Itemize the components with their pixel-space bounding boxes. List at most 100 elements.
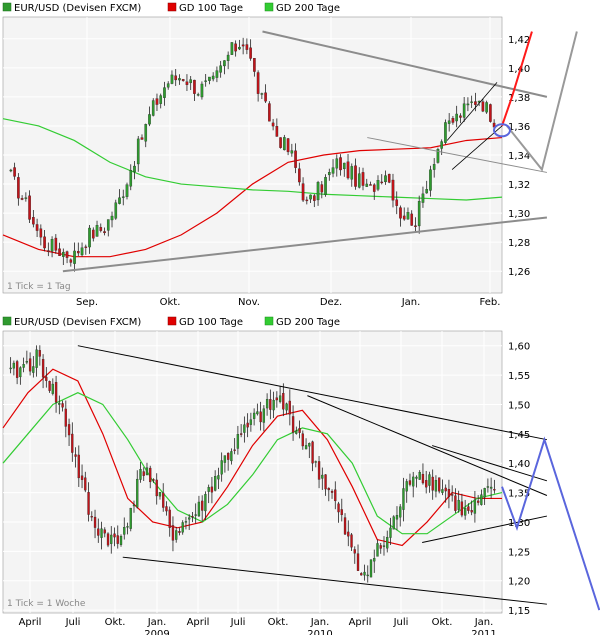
candle-body [376,180,380,190]
candle-body [220,460,223,475]
candle-body [429,169,432,191]
legend-swatch-icon [2,316,12,326]
candle-body [361,172,365,186]
candle-body [350,534,353,548]
candle-body [175,530,178,540]
candle-body [35,349,38,368]
projection-arrow-red [501,31,533,127]
candle-body [342,162,346,170]
candle-body [384,175,387,183]
interval-label: 1 Tick = 1 Tag [7,282,71,292]
candle-body [295,430,298,434]
candle-body [25,361,29,363]
candle-body [210,486,214,493]
candle-body [252,412,256,419]
candle-body [113,533,116,538]
ma100-line [2,136,503,258]
candle-body [9,367,12,370]
candle-body [226,54,230,62]
resistance-trendline [307,395,548,496]
x-tick-label: Juli [65,617,81,628]
candle-body [20,198,24,200]
candle-body [304,445,308,450]
candle-body [434,480,438,492]
weekly-x-axis: April Juli Okt. Jan. April Juli Okt. Jan. April J… [19,617,497,639]
candle-body [290,150,294,154]
candle-body [106,533,110,546]
channel-trendline [367,137,548,173]
candle-body [197,501,201,517]
candle-body [208,76,211,81]
candle-body [339,157,342,171]
candle-body [415,476,418,479]
y-tick-label: 1,40 [508,64,530,75]
candle-body [239,433,243,435]
candle-body [406,212,410,220]
candle-body [125,184,129,197]
candle-body [305,199,309,202]
candle-body [12,362,16,369]
candle-body [353,549,356,554]
candle-body [87,492,90,515]
interval-label: 1 Tick = 1 Woche [7,599,86,609]
candle-body [282,393,285,410]
resistance-trendline [431,445,548,482]
candle-body [316,182,320,201]
candle-body [144,124,148,142]
candle-body [431,476,434,491]
candle-body [181,79,185,82]
candle-body [389,527,392,538]
candle-body [28,195,31,220]
candle-body [145,467,149,475]
x-tick-label: Jan. [474,617,494,628]
daily-y-axis: 1,42 1,40 1,38 1,36 1,34 1,32 1,30 1,28 1,26 [508,35,530,278]
candle-body [219,65,222,73]
candle-body [308,443,311,447]
candle-body [298,428,301,433]
candle-body [391,179,395,201]
candle-body [259,411,262,423]
daily-x-axis: Sep. Okt. Nov. Dez. Jan. Feb. [76,297,500,308]
candle-body [428,474,431,486]
candle-body [399,506,402,518]
candle-body [64,408,67,427]
ma100-line [2,368,502,547]
candle-body [265,399,269,409]
candle-body [24,197,28,199]
candle-body [283,137,286,151]
projection-arrow-gray [506,31,578,172]
candle-body [271,122,275,127]
candle-body [217,475,220,480]
x-tick-label: Juli [393,617,409,628]
candle-body [129,170,133,187]
candle-body [110,215,114,221]
candle-body [334,489,337,502]
candle-body [464,508,467,516]
candle-body [279,137,282,148]
candle-body [356,553,360,571]
candle-body [51,383,54,394]
candle-body [405,481,408,492]
x-tick-label: Feb. [480,297,501,308]
candle-body [376,543,379,557]
x-tick-label: Jan. [310,617,330,628]
candle-body [196,94,200,96]
candle-body [201,500,204,511]
candle-body [45,376,48,381]
candle-body [95,225,99,237]
candle-body [330,490,334,493]
candle-body [467,506,470,511]
legend-label: EUR/USD (Devisen FXCM) [14,317,141,328]
candle-body [346,161,350,179]
candle-body [58,403,61,405]
candle-body [77,454,80,479]
candle-body [234,43,237,52]
candle-body [366,574,369,577]
candle-body [28,358,32,372]
candle-body [74,454,77,457]
candle-body [314,461,317,463]
y-tick-label: 1,50 [508,400,530,411]
candle-body [50,239,54,252]
candle-body [103,231,106,234]
candle-body [132,504,136,507]
